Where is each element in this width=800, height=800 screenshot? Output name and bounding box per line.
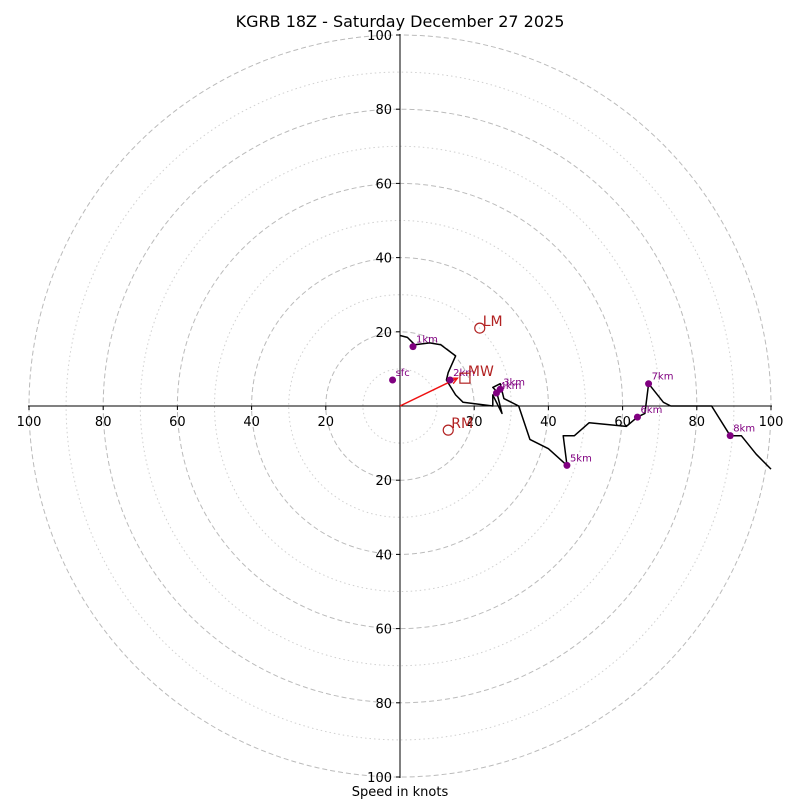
- height-marker-8km: [726, 432, 734, 440]
- storm-marker-lm: [474, 322, 486, 334]
- x-tick-label-right: 40: [540, 415, 557, 430]
- storm-label-rm: RM: [451, 416, 473, 432]
- height-label-7km: 7km: [652, 372, 674, 383]
- y-tick-label-up: 20: [375, 326, 392, 341]
- y-tick-label-up: 40: [375, 252, 392, 267]
- x-tick-label-right: 20: [466, 415, 483, 430]
- x-tick-label-left: 40: [243, 415, 260, 430]
- x-tick-label-left: 60: [169, 415, 186, 430]
- y-tick-label-down: 80: [375, 697, 392, 712]
- y-tick-label-up: 80: [375, 103, 392, 118]
- height-label-5km: 5km: [570, 453, 592, 464]
- x-tick-label-left: 80: [95, 415, 112, 430]
- tick-labels: 100 20 20 20 80 40 40 40 60 60 60 60 40 80 80 80 20 100 10…: [17, 29, 784, 786]
- storm-label-lm: LM: [483, 314, 503, 330]
- chart-title: KGRB 18Z - Saturday December 27 2025: [236, 12, 565, 31]
- height-marker-2km: [446, 376, 454, 384]
- height-marker-7km: [645, 380, 653, 388]
- height-label-3km: 3km: [503, 377, 525, 388]
- storm-marker-mw: [459, 372, 471, 384]
- height-label-4km: 4km: [499, 381, 521, 392]
- height-label-sfc: sfc: [396, 368, 410, 379]
- height-label-8km: 8km: [733, 424, 755, 435]
- y-tick-label-up: 100: [367, 29, 392, 44]
- y-tick-label-down: 100: [367, 771, 392, 786]
- height-label-1km: 1km: [416, 335, 438, 346]
- x-axis-label: Speed in knots: [352, 785, 449, 800]
- height-marker-5km: [563, 461, 571, 469]
- height-marker-6km: [633, 413, 641, 421]
- x-tick-label-right: 80: [689, 415, 706, 430]
- x-tick-label-right: 60: [614, 415, 631, 430]
- storm-motion-markers: LM MW RM: [442, 314, 503, 436]
- height-label-6km: 6km: [640, 405, 662, 416]
- shear-vector: [399, 377, 458, 407]
- y-tick-label-down: 60: [375, 623, 392, 638]
- x-tick-label-left: 100: [17, 415, 42, 430]
- height-marker-1km: [409, 343, 417, 351]
- wind-profile-line: [399, 334, 772, 470]
- storm-label-mw: MW: [468, 364, 494, 380]
- x-tick-label-right: 100: [759, 415, 784, 430]
- height-marker-sfc: [389, 376, 397, 384]
- x-tick-label-left: 20: [318, 415, 335, 430]
- y-tick-label-up: 60: [375, 177, 392, 192]
- y-tick-label-down: 40: [375, 548, 392, 563]
- y-tick-label-down: 20: [375, 474, 392, 489]
- storm-marker-rm: [442, 424, 454, 436]
- wind-profile: [399, 334, 772, 470]
- height-marker-4km: [492, 389, 500, 397]
